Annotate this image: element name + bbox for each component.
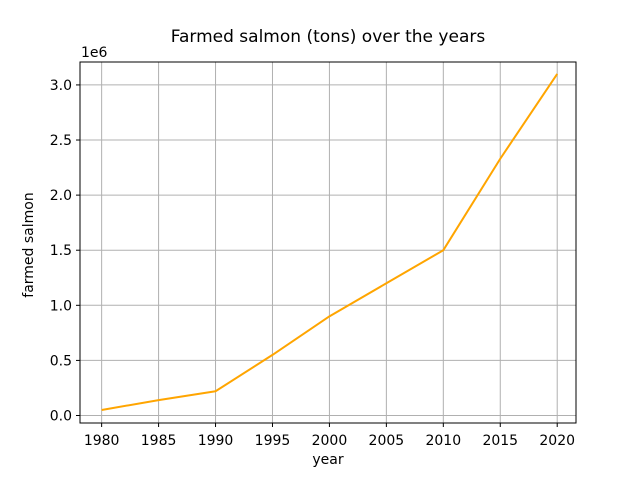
x-axis-label: year: [312, 452, 343, 468]
x-tick-label: 2005: [369, 433, 405, 449]
y-tick-label: 1.0: [50, 298, 72, 314]
y-tick-label: 1.5: [50, 243, 72, 259]
x-tick-label: 2020: [539, 433, 575, 449]
x-tick-label: 1985: [141, 433, 177, 449]
y-tick-label: 2.0: [50, 188, 72, 204]
y-axis-label: farmed salmon: [21, 192, 37, 297]
axes-spines: [79, 61, 577, 424]
y-axis-offset-label: 1e6: [81, 45, 108, 61]
y-tick-label: 0.5: [50, 353, 72, 369]
tick-layer: [76, 84, 558, 427]
chart-title: Farmed salmon (tons) over the years: [171, 27, 486, 47]
x-tick-label: 2015: [482, 433, 518, 449]
tick-label-layer: 1980 1985 1990 1995 2000 2005 2010 2015 2020 0.0 0…: [50, 78, 575, 449]
x-tick-label: 2000: [312, 433, 348, 449]
farmed-salmon-line: [101, 73, 559, 411]
y-tick-label: 2.5: [50, 133, 72, 149]
x-tick-label: 1990: [198, 433, 234, 449]
y-tick-label: 3.0: [50, 78, 72, 94]
x-tick-label: 2010: [425, 433, 461, 449]
x-tick-label: 1980: [84, 433, 120, 449]
grid-layer: [80, 62, 576, 423]
x-tick-label: 1995: [255, 433, 291, 449]
y-tick-label: 0.0: [50, 409, 72, 425]
